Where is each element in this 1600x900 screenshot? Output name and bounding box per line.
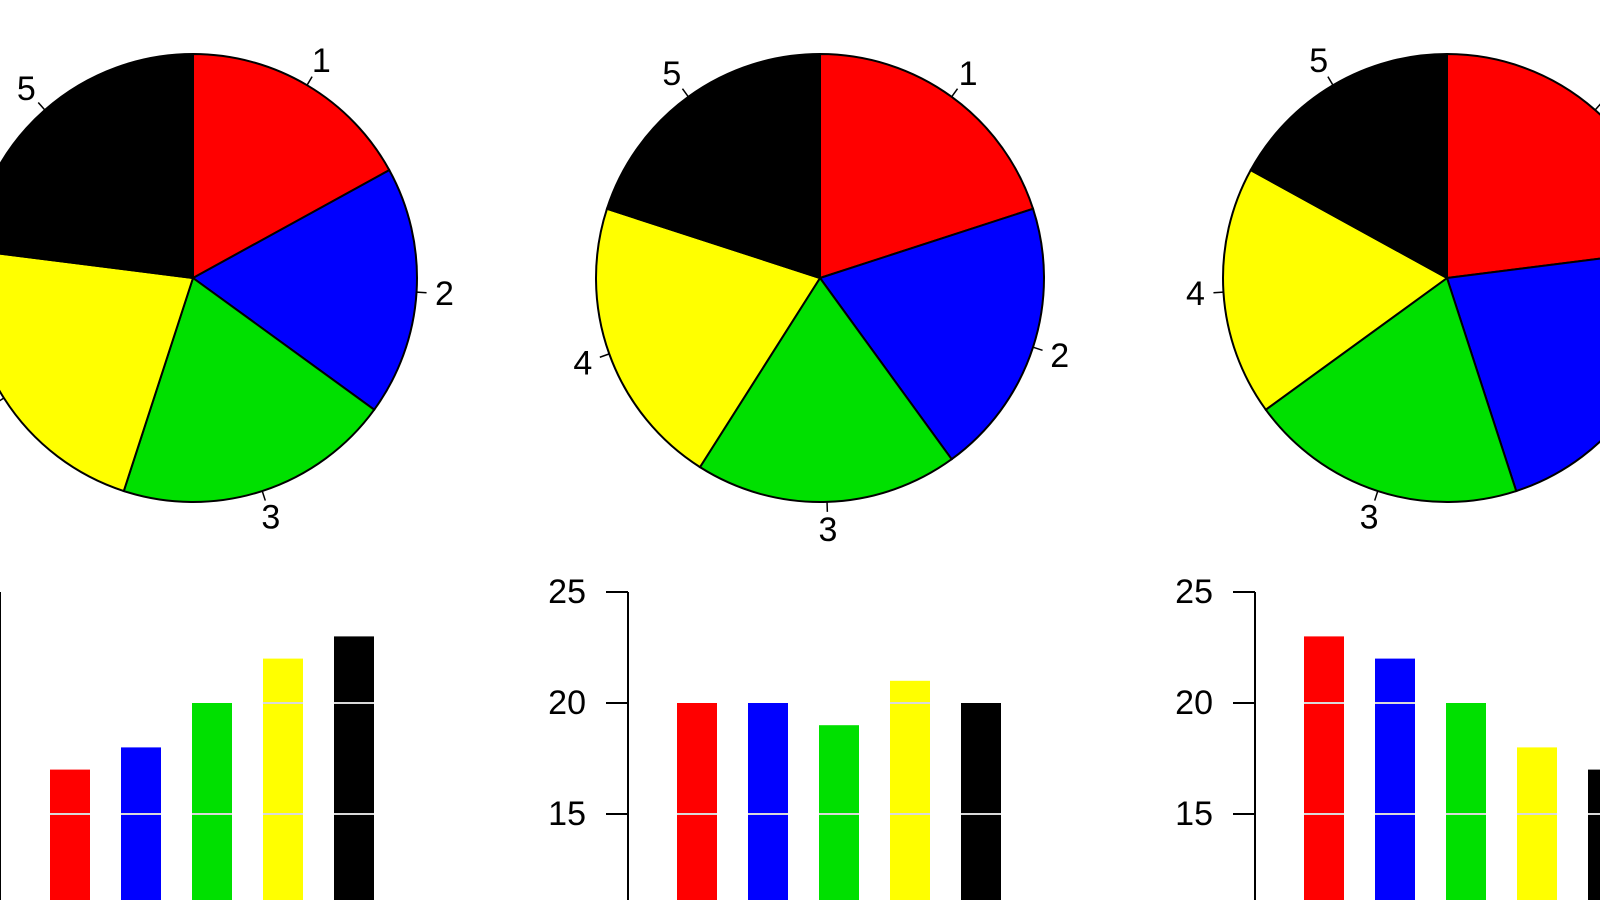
pie-label-4: 4 (573, 344, 592, 382)
pie-slice-2 (191, 168, 418, 412)
bar-2 (748, 703, 788, 900)
bar-2 (1375, 658, 1415, 900)
y-tick-label-15: 15 (548, 795, 586, 833)
y-tick-label-20: 20 (548, 684, 586, 722)
bar-4 (263, 658, 303, 900)
pie-slice-4 (595, 207, 822, 469)
pie-slice-3 (122, 276, 376, 503)
pie-label-tick (306, 76, 313, 86)
y-tick-label-25: 25 (548, 573, 586, 611)
pie-slice-1 (1446, 52, 1600, 280)
pie-slice-2 (818, 207, 1045, 461)
bar-3 (192, 703, 232, 900)
y-tick-label-15: 15 (1175, 795, 1213, 833)
bar-chart-3: 15 20 25 (1175, 573, 1600, 900)
bar-5 (334, 636, 374, 900)
bar-1 (1304, 636, 1344, 900)
pie-label-tick (1594, 103, 1600, 111)
bar-1 (50, 769, 90, 900)
pie-slice-5 (605, 52, 821, 280)
pie-slice-3 (698, 276, 954, 503)
pie-label-tick (37, 101, 46, 111)
bar-1 (677, 703, 717, 900)
pie-label-3: 3 (261, 499, 280, 537)
pie-chart-2: 1 2 3 4 5 (573, 52, 1069, 549)
pie-label-3: 3 (818, 511, 837, 549)
pie-label-2: 2 (435, 275, 454, 313)
pie-label-tick (0, 397, 5, 402)
pie-label-tick (599, 353, 610, 358)
pie-label-5: 5 (662, 55, 681, 93)
bar-chart-2: 15 20 25 (548, 573, 1001, 900)
pie-label-4: 4 (1186, 275, 1205, 313)
pie-label-2: 2 (1050, 337, 1069, 375)
pie-label-5: 5 (1309, 42, 1328, 80)
y-tick-label-25: 25 (1175, 573, 1213, 611)
pie-label-tick (1032, 346, 1043, 352)
pie-label-3: 3 (1360, 499, 1379, 537)
pie-label-tick (261, 490, 267, 501)
bar-5 (961, 703, 1001, 900)
pie-slice-4 (0, 252, 195, 493)
bar-2 (121, 747, 161, 900)
bar-3 (819, 725, 859, 900)
pie-slice-1 (819, 52, 1035, 280)
pie-label-5: 5 (17, 70, 36, 108)
pie-slice-2 (1445, 257, 1600, 493)
pie-label-tick (1373, 490, 1379, 501)
pie-slice-5 (1249, 52, 1448, 280)
pie-label-tick (951, 88, 959, 98)
pie-label-tick (681, 88, 689, 98)
pie-label-tick (416, 291, 427, 294)
pie-slice-4 (1222, 168, 1449, 412)
bar-4 (1517, 747, 1557, 900)
bar-4 (890, 680, 930, 900)
pie-label-tick (1213, 291, 1224, 294)
pie-label-1: 1 (959, 55, 978, 93)
y-tick-label-20: 20 (1175, 684, 1213, 722)
pie-label-1: 1 (312, 42, 331, 80)
pie-slice-3 (1264, 276, 1518, 503)
bar-5 (1588, 769, 1600, 900)
pie-label-tick (1327, 76, 1334, 86)
bar-chart-1 (0, 592, 374, 900)
bar-3 (1446, 703, 1486, 900)
